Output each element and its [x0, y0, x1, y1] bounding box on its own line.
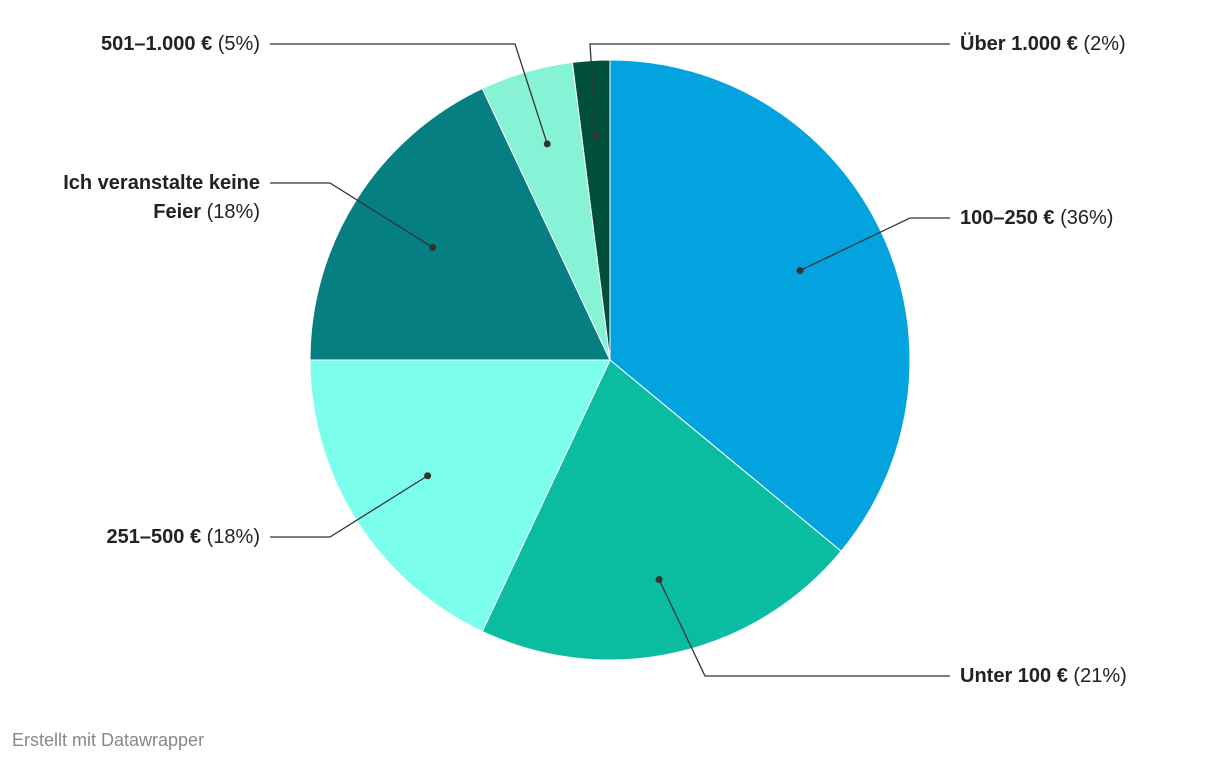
label-value: (21%)	[1073, 665, 1127, 687]
label-name: 501–1.000 €	[100, 33, 213, 55]
leader-line	[270, 43, 548, 145]
label-value: (36%)	[1060, 207, 1114, 229]
label-name: Ich veranstalte keine Feier	[63, 172, 260, 223]
label-name: Unter 100 €	[960, 665, 1068, 687]
leader-dot	[655, 576, 663, 584]
leader-dot	[796, 267, 804, 275]
leader-dot	[429, 243, 437, 251]
slice-label: 501–1.000 € (5%)	[20, 30, 260, 59]
leader-dot	[543, 140, 551, 148]
slice-label: 100–250 € (36%)	[960, 204, 1220, 233]
pie-slice	[481, 359, 842, 661]
label-value: (5%)	[217, 33, 260, 55]
slice-label: Ich veranstalte keine Feier (18%)	[20, 169, 260, 227]
leader-line	[589, 43, 950, 136]
leader-line	[658, 579, 950, 677]
leader-dot	[592, 131, 600, 139]
leader-line	[799, 217, 950, 272]
slice-label: Über 1.000 € (2%)	[960, 30, 1220, 59]
label-value: (18%)	[206, 526, 260, 548]
leader-dot	[424, 472, 432, 480]
leader-line	[270, 475, 428, 538]
slice-label: 251–500 € (18%)	[20, 523, 260, 552]
leader-line	[270, 182, 434, 249]
label-value: (18%)	[206, 201, 260, 223]
label-name: Über 1.000 €	[960, 33, 1078, 55]
footer: Erstellt mit Datawrapper	[12, 730, 205, 750]
label-name: 251–500 €	[106, 526, 202, 548]
label-value: (2%)	[1083, 33, 1126, 55]
label-name: 100–250 €	[960, 207, 1055, 229]
slice-label: Unter 100 € (21%)	[960, 662, 1220, 691]
